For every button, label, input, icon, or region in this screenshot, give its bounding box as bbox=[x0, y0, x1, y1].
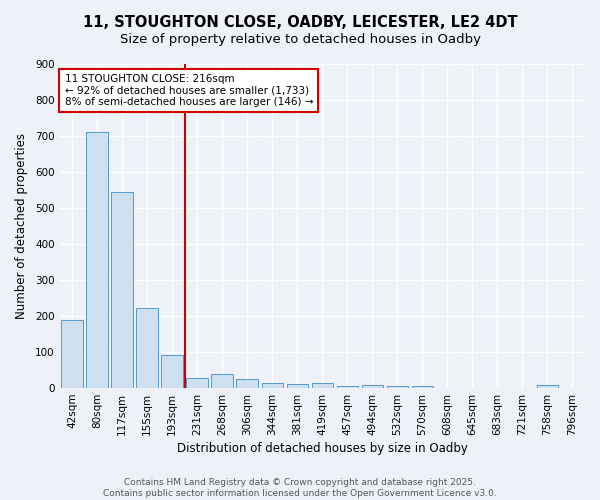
Y-axis label: Number of detached properties: Number of detached properties bbox=[15, 133, 28, 319]
Bar bbox=[386, 386, 408, 388]
Bar bbox=[262, 384, 283, 388]
Bar bbox=[211, 374, 233, 388]
Bar bbox=[337, 386, 358, 388]
Bar bbox=[61, 320, 83, 388]
Bar bbox=[412, 386, 433, 388]
Text: 11, STOUGHTON CLOSE, OADBY, LEICESTER, LE2 4DT: 11, STOUGHTON CLOSE, OADBY, LEICESTER, L… bbox=[83, 15, 517, 30]
Text: Size of property relative to detached houses in Oadby: Size of property relative to detached ho… bbox=[119, 32, 481, 46]
Bar bbox=[112, 192, 133, 388]
X-axis label: Distribution of detached houses by size in Oadby: Distribution of detached houses by size … bbox=[177, 442, 467, 455]
Text: Contains HM Land Registry data © Crown copyright and database right 2025.
Contai: Contains HM Land Registry data © Crown c… bbox=[103, 478, 497, 498]
Bar bbox=[236, 379, 258, 388]
Bar bbox=[362, 385, 383, 388]
Bar bbox=[537, 385, 558, 388]
Bar bbox=[187, 378, 208, 388]
Bar bbox=[287, 384, 308, 388]
Text: 11 STOUGHTON CLOSE: 216sqm
← 92% of detached houses are smaller (1,733)
8% of se: 11 STOUGHTON CLOSE: 216sqm ← 92% of deta… bbox=[65, 74, 313, 107]
Bar bbox=[86, 132, 107, 388]
Bar bbox=[136, 308, 158, 388]
Bar bbox=[161, 354, 182, 388]
Bar bbox=[311, 384, 333, 388]
